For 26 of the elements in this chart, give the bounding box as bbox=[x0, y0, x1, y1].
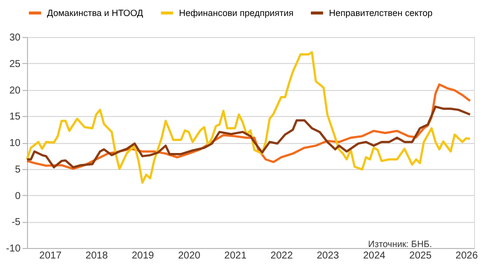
x-tick-label: 2021 bbox=[224, 250, 247, 262]
y-tick-label: 20 bbox=[9, 85, 21, 96]
y-tick-label: 15 bbox=[9, 112, 21, 123]
x-tick-label: 2023 bbox=[316, 250, 340, 262]
legend-label: Неправителствен сектор bbox=[329, 8, 433, 18]
y-tick-label: -10 bbox=[6, 244, 21, 254]
x-tick-label: 2019 bbox=[132, 250, 154, 262]
x-tick-label: 2024 bbox=[363, 250, 386, 262]
annotation: Източник: БНБ. bbox=[368, 239, 432, 249]
y-tick-label: 5 bbox=[14, 164, 21, 176]
y-tick-label: -5 bbox=[12, 217, 21, 228]
line-series bbox=[26, 83, 472, 170]
y-tick-label: 25 bbox=[9, 58, 21, 70]
x-tick-label: 2018 bbox=[86, 250, 108, 262]
x-tick-label: 2022 bbox=[270, 250, 294, 262]
x-tick-label: 2020 bbox=[178, 250, 201, 262]
y-tick-label: 10 bbox=[9, 138, 21, 149]
x-tick-label: 2017 bbox=[39, 250, 62, 262]
y-tick-label: 30 bbox=[9, 32, 21, 44]
legend-label: Домакинства и НТООД bbox=[47, 8, 144, 18]
x-tick-label: 2025 bbox=[409, 250, 432, 262]
line-series bbox=[26, 106, 472, 168]
y-tick-label: 0 bbox=[14, 190, 21, 202]
line-series bbox=[26, 51, 472, 184]
legend-label: Нефинансови предприятия bbox=[179, 8, 294, 18]
x-tick-label: 2026 bbox=[456, 250, 478, 262]
